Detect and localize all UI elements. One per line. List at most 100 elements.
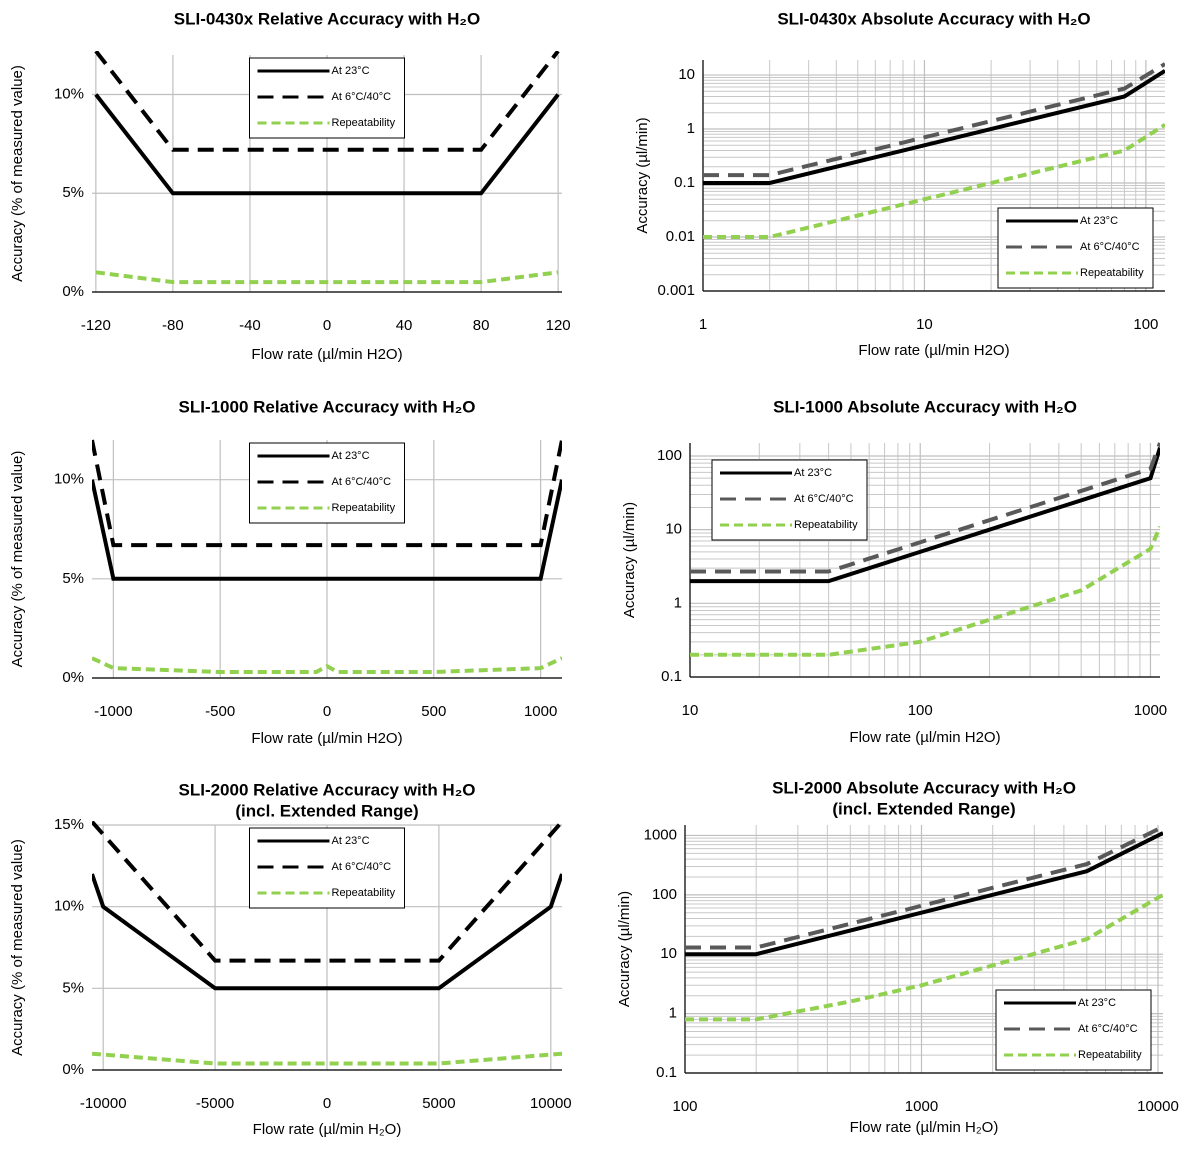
legend: At 23°C At 6°C/40°C Repeatability (249, 442, 405, 524)
series-line (92, 439, 562, 548)
chart-title: SLI-2000 Absolute Accuracy with H₂O (772, 778, 1076, 797)
chart-title: SLI-0430x Absolute Accuracy with H₂O (777, 9, 1090, 28)
y-axis-label: Accuracy (µl/min) (616, 891, 633, 1007)
x-tick-label: 1 (699, 316, 707, 333)
y-tick-label: 10 (678, 66, 695, 83)
y-tick-label: 0% (62, 669, 84, 686)
legend-label: At 23°C (1080, 215, 1118, 227)
y-tick-label: 0% (62, 283, 84, 300)
series-line (703, 123, 1165, 239)
plot-area (92, 821, 562, 1066)
chart-subtitle: (incl. Extended Range) (235, 801, 418, 820)
legend-label: At 6°C/40°C (794, 493, 854, 505)
y-tick-label: 100 (652, 886, 677, 903)
x-tick-label: -40 (239, 317, 261, 334)
x-tick-label: 100 (672, 1098, 697, 1115)
y-tick-label: 10% (54, 85, 84, 102)
legend: At 23°C At 6°C/40°C Repeatability (997, 207, 1154, 289)
x-tick-label: 0 (323, 317, 331, 334)
chart-title: SLI-2000 Relative Accuracy with H₂O (179, 780, 476, 799)
legend-label: At 6°C/40°C (1080, 241, 1140, 253)
series-line (703, 69, 1165, 185)
y-tick-label: 0.01 (666, 228, 695, 245)
series-line (685, 831, 1163, 957)
x-axis-label: Flow rate (µl/min H2O) (858, 342, 1009, 359)
y-tick-label: 1 (687, 120, 695, 137)
legend-label: At 23°C (332, 835, 370, 847)
y-tick-label: 0.1 (656, 1064, 677, 1081)
x-tick-label: 1000 (1134, 702, 1167, 719)
x-tick-label: 120 (546, 317, 571, 334)
chart-subtitle: (incl. Extended Range) (832, 799, 1015, 818)
y-tick-label: 0.001 (657, 282, 695, 299)
x-tick-label: -120 (81, 317, 111, 334)
series-line (703, 62, 1165, 178)
series-line (94, 51, 560, 152)
x-tick-label: 500 (421, 703, 446, 720)
chart-title: SLI-1000 Absolute Accuracy with H₂O (773, 397, 1077, 416)
x-tick-label: 10 (916, 316, 933, 333)
legend: At 23°C At 6°C/40°C Repeatability (711, 459, 868, 541)
plot-area (703, 62, 1165, 239)
y-tick-label: 5% (62, 979, 84, 996)
y-tick-label: 5% (62, 184, 84, 201)
x-tick-label: 100 (1133, 316, 1158, 333)
series-line (685, 825, 1163, 950)
y-axis-label: Accuracy (µl/min) (621, 502, 638, 618)
legend-label: Repeatability (332, 887, 396, 899)
y-tick-label: 10 (665, 521, 682, 538)
series-line (690, 525, 1160, 657)
series-line (92, 656, 562, 674)
legend-label: At 6°C/40°C (1078, 1023, 1138, 1035)
x-axis-label: Flow rate (µl/min H2O) (849, 729, 1000, 746)
x-tick-label: 1000 (905, 1098, 938, 1115)
plot-area (690, 442, 1160, 657)
x-tick-label: -80 (162, 317, 184, 334)
plot-area (685, 825, 1163, 1022)
series-line (92, 821, 562, 963)
x-axis-label: Flow rate (µl/min H2O) (251, 730, 402, 747)
series-line (92, 873, 562, 991)
y-tick-label: 15% (54, 816, 84, 833)
y-tick-label: 0.1 (674, 174, 695, 191)
x-tick-label: -1000 (94, 703, 132, 720)
y-axis-label: Accuracy (% of measured value) (9, 839, 26, 1056)
x-tick-label: 10000 (1137, 1098, 1179, 1115)
y-tick-label: 0.1 (661, 668, 682, 685)
plot-area (94, 51, 560, 285)
x-tick-label: 100 (908, 702, 933, 719)
legend-label: Repeatability (332, 502, 396, 514)
x-tick-label: -500 (205, 703, 235, 720)
x-tick-label: 40 (396, 317, 413, 334)
x-tick-label: 80 (473, 317, 490, 334)
plot-area (92, 439, 562, 674)
x-axis-label: Flow rate (µl/min H2O) (251, 346, 402, 363)
x-tick-label: 5000 (422, 1095, 455, 1112)
legend: At 23°C At 6°C/40°C Repeatability (249, 57, 405, 139)
series-line (92, 479, 562, 581)
legend-label: At 23°C (332, 65, 370, 77)
x-axis-label: Flow rate (µl/min H₂O) (850, 1119, 999, 1136)
x-tick-label: 0 (323, 703, 331, 720)
legend-label: At 6°C/40°C (332, 861, 392, 873)
x-tick-label: 1000 (524, 703, 557, 720)
chart-title: SLI-1000 Relative Accuracy with H₂O (179, 397, 476, 416)
series-line (685, 893, 1163, 1022)
y-axis-label: Accuracy (% of measured value) (9, 451, 26, 668)
legend: At 23°C At 6°C/40°C Repeatability (995, 989, 1152, 1071)
legend-label: At 23°C (794, 467, 832, 479)
x-tick-label: -10000 (80, 1095, 127, 1112)
series-line (690, 447, 1160, 584)
y-tick-label: 10% (54, 898, 84, 915)
x-axis-label: Flow rate (µl/min H₂O) (253, 1121, 402, 1138)
legend-label: Repeatability (1078, 1049, 1142, 1061)
legend-label: At 23°C (332, 450, 370, 462)
series-line (92, 1051, 562, 1066)
series-line (95, 270, 559, 285)
y-axis-label: Accuracy (µl/min) (634, 117, 651, 233)
y-tick-label: 10% (54, 471, 84, 488)
x-tick-label: 0 (323, 1095, 331, 1112)
legend-label: Repeatability (794, 519, 858, 531)
y-tick-label: 1000 (644, 826, 677, 843)
